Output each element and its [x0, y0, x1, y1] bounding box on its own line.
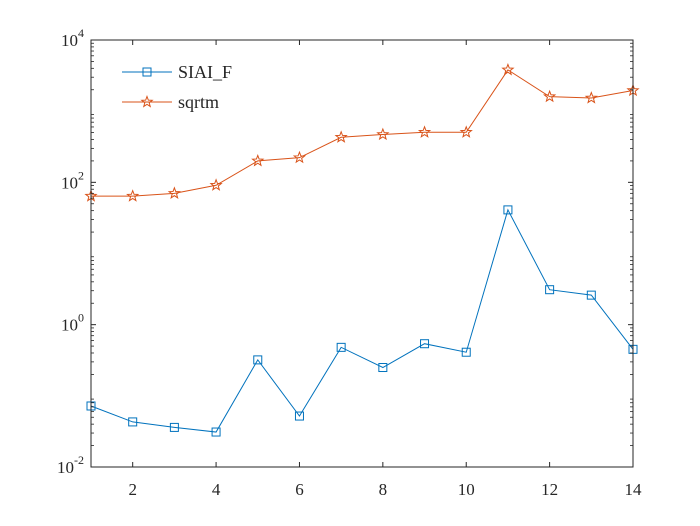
data-point — [211, 427, 221, 437]
x-tick-labels: 2 4 6 8 10 12 14 — [128, 480, 642, 499]
data-point — [501, 62, 515, 76]
data-point — [543, 89, 557, 103]
series-sqrtm — [84, 62, 640, 202]
data-point — [459, 125, 473, 138]
data-point — [251, 153, 265, 167]
data-point — [420, 339, 430, 349]
y-tick-base: 10 — [61, 173, 78, 192]
x-tick-label: 14 — [625, 480, 643, 499]
y-tick-label: 102 — [61, 168, 84, 192]
data-point — [545, 285, 555, 295]
series-siai-f — [86, 205, 638, 437]
data-point — [584, 91, 598, 104]
y-tick-exponent: 2 — [78, 168, 84, 182]
data-point — [503, 205, 513, 215]
tick-layer — [91, 39, 634, 468]
y-tick-label: 10-2 — [57, 453, 84, 477]
data-point — [586, 290, 596, 300]
data-point — [336, 342, 346, 352]
data-point — [292, 150, 307, 164]
x-tick-label: 6 — [295, 480, 304, 499]
x-tick-label: 10 — [458, 480, 475, 499]
data-point — [376, 127, 390, 141]
data-point — [169, 422, 179, 432]
data-point — [417, 125, 432, 138]
data-point — [167, 186, 181, 199]
axes-box — [90, 39, 634, 468]
legend-item: SIAI_F — [122, 62, 232, 82]
legend-marker — [142, 67, 152, 77]
legend-label: SIAI_F — [178, 62, 232, 82]
data-point — [294, 411, 304, 421]
series-line — [90, 208, 634, 433]
data-point — [126, 189, 140, 202]
data-point — [253, 355, 263, 365]
legend-label: sqrtm — [178, 92, 219, 112]
data-point — [334, 130, 348, 143]
y-tick-exponent: 4 — [78, 26, 84, 40]
y-tick-label: 100 — [61, 311, 84, 335]
y-tick-label: 104 — [61, 26, 84, 50]
y-tick-exponent: -2 — [74, 453, 84, 467]
data-point — [128, 417, 138, 427]
legend-marker — [140, 95, 154, 108]
data-point — [378, 363, 388, 373]
series-layer — [84, 62, 640, 437]
y-tick-exponent: 0 — [78, 311, 84, 325]
y-tick-base: 10 — [61, 31, 78, 50]
data-point — [209, 178, 223, 191]
y-tick-base: 10 — [57, 458, 74, 477]
x-tick-label: 4 — [212, 480, 221, 499]
x-tick-label: 8 — [379, 480, 388, 499]
x-tick-label: 12 — [541, 480, 558, 499]
series-line — [91, 69, 634, 197]
y-tick-base: 10 — [61, 316, 78, 335]
x-tick-label: 2 — [128, 480, 137, 499]
plot-area — [91, 40, 633, 467]
data-point — [461, 347, 471, 357]
legend-item: sqrtm — [122, 92, 219, 112]
